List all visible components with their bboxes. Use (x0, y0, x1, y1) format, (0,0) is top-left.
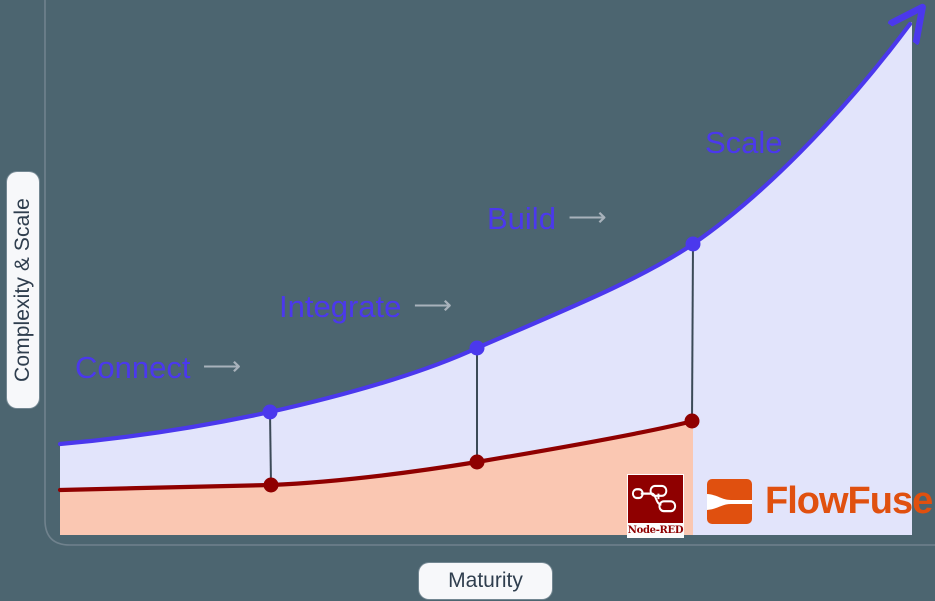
flowfuse-logo: FlowFuse (707, 477, 933, 525)
lower-curve-nodered (57, 418, 696, 493)
node-red-wordmark: Node-RED (627, 523, 684, 539)
stage-label-build-text: Build (487, 201, 556, 236)
stage-label-build: Build ⟶ (487, 201, 607, 236)
flowfuse-wordmark: FlowFuse (765, 480, 933, 522)
marker-lower-build[interactable] (684, 413, 700, 429)
flowfuse-mark-icon (707, 478, 752, 524)
x-axis-label: Maturity (419, 563, 552, 599)
connector-connect (269, 411, 272, 486)
y-axis-label: Complexity & Scale (7, 172, 39, 408)
arrow-right-icon: ⟶ (413, 290, 452, 320)
stage-label-scale-text: Scale (705, 125, 783, 160)
marker-upper-connect[interactable] (262, 404, 278, 420)
marker-upper-integrate[interactable] (469, 340, 485, 356)
stage-label-scale: Scale (705, 127, 783, 158)
upper-area-fill (60, 22, 912, 535)
x-axis-label-text: Maturity (448, 569, 523, 592)
arrow-right-icon: ⟶ (567, 202, 607, 232)
marker-lower-integrate[interactable] (469, 454, 485, 470)
arrow-right-icon: ⟶ (202, 351, 241, 381)
flowfuse-flow-icon (707, 493, 752, 510)
connector-build (691, 243, 694, 422)
stage-label-integrate-text: Integrate (279, 289, 402, 324)
marker-lower-connect[interactable] (263, 477, 279, 493)
marker-upper-build[interactable] (685, 236, 701, 252)
upper-curve-flowfuse (57, 24, 910, 447)
node-red-nodes-icon (631, 484, 677, 513)
stage-label-integrate: Integrate ⟶ (279, 289, 452, 324)
stage-label-connect: Connect ⟶ (75, 350, 241, 385)
stage-label-connect-text: Connect (75, 350, 191, 385)
panel-outline (44, 0, 935, 546)
node-red-mark-icon (628, 475, 683, 524)
node-red-logo: Node-RED (627, 474, 684, 539)
y-axis-label-text: Complexity & Scale (11, 198, 34, 382)
